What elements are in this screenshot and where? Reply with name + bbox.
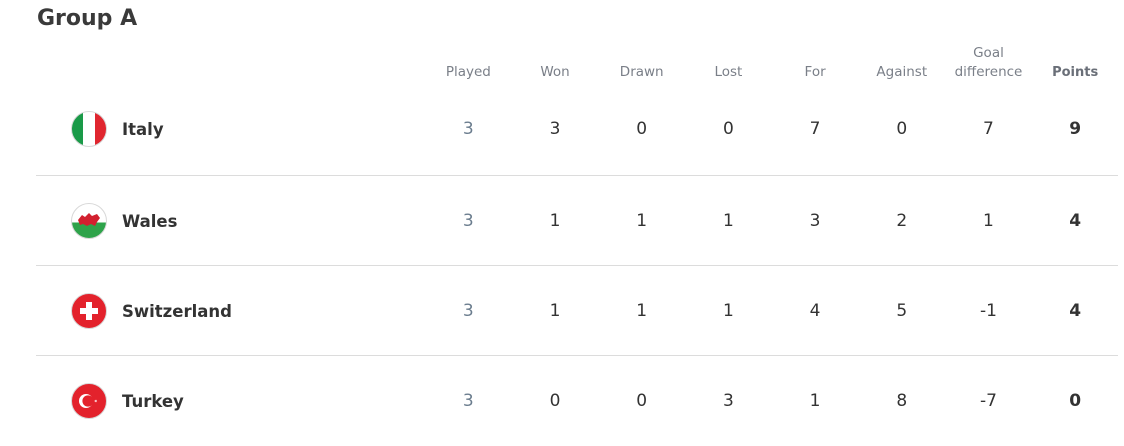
team-stats: 3 1 1 1 4 5 -1 4 [425,301,1119,321]
team-name[interactable]: Turkey [122,391,184,411]
table-row-italy[interactable]: Italy 3 3 0 0 7 0 7 9 [36,84,1118,174]
col-points: Points [1052,65,1099,80]
gd-line1: Goal [973,45,1004,61]
team-stats: 3 0 0 3 1 8 -7 0 [425,391,1119,411]
group-title: Group A [37,6,138,31]
gd-line2: difference [954,64,1023,80]
table-row-switzerland[interactable]: Switzerland 3 1 1 1 4 5 -1 4 [36,265,1118,356]
col-lost: Lost [714,64,743,80]
turkey-flag-icon [71,383,107,419]
goal-difference: 1 [983,211,994,231]
won: 3 [549,119,561,139]
wales-flag-icon [71,203,107,239]
lost: 3 [722,391,734,411]
drawn: 0 [636,391,648,411]
against: 5 [896,301,908,321]
table-header: Played Won Drawn Lost For Against Goal di… [425,38,1119,82]
played: 3 [462,119,474,139]
against: 0 [896,119,908,139]
goal-difference: -7 [979,391,997,411]
for: 1 [809,391,821,411]
for: 3 [809,211,821,231]
won: 0 [549,391,561,411]
points: 4 [1069,301,1082,321]
goal-difference: 7 [983,119,994,139]
col-against: Against [876,64,928,80]
team-stats: 3 3 0 0 7 0 7 9 [425,119,1119,139]
points: 9 [1069,119,1082,139]
col-for: For [804,64,826,80]
team-name[interactable]: Switzerland [122,301,232,321]
points: 0 [1069,391,1082,411]
col-drawn: Drawn [619,64,664,80]
against: 8 [896,391,908,411]
col-goal-difference: Goal difference [945,44,1032,82]
team-stats: 3 1 1 1 3 2 1 4 [425,211,1119,231]
points: 4 [1069,211,1082,231]
team-name[interactable]: Italy [122,119,164,139]
col-won: Won [540,64,570,80]
won: 1 [549,301,561,321]
played: 3 [462,391,474,411]
lost: 1 [722,211,734,231]
col-played: Played [445,64,491,80]
lost: 1 [722,301,734,321]
played: 3 [462,301,474,321]
for: 7 [809,119,821,139]
italy-flag-icon [71,111,107,147]
drawn: 0 [636,119,648,139]
goal-difference: -1 [979,301,997,321]
against: 2 [896,211,908,231]
drawn: 1 [636,211,648,231]
team-name[interactable]: Wales [122,211,178,231]
drawn: 1 [636,301,648,321]
played: 3 [462,211,474,231]
table-row-turkey[interactable]: Turkey 3 0 0 3 1 8 -7 0 [36,355,1118,446]
switzerland-flag-icon [71,293,107,329]
won: 1 [549,211,561,231]
for: 4 [809,301,821,321]
lost: 0 [722,119,734,139]
table-row-wales[interactable]: Wales 3 1 1 1 3 2 1 4 [36,175,1118,266]
